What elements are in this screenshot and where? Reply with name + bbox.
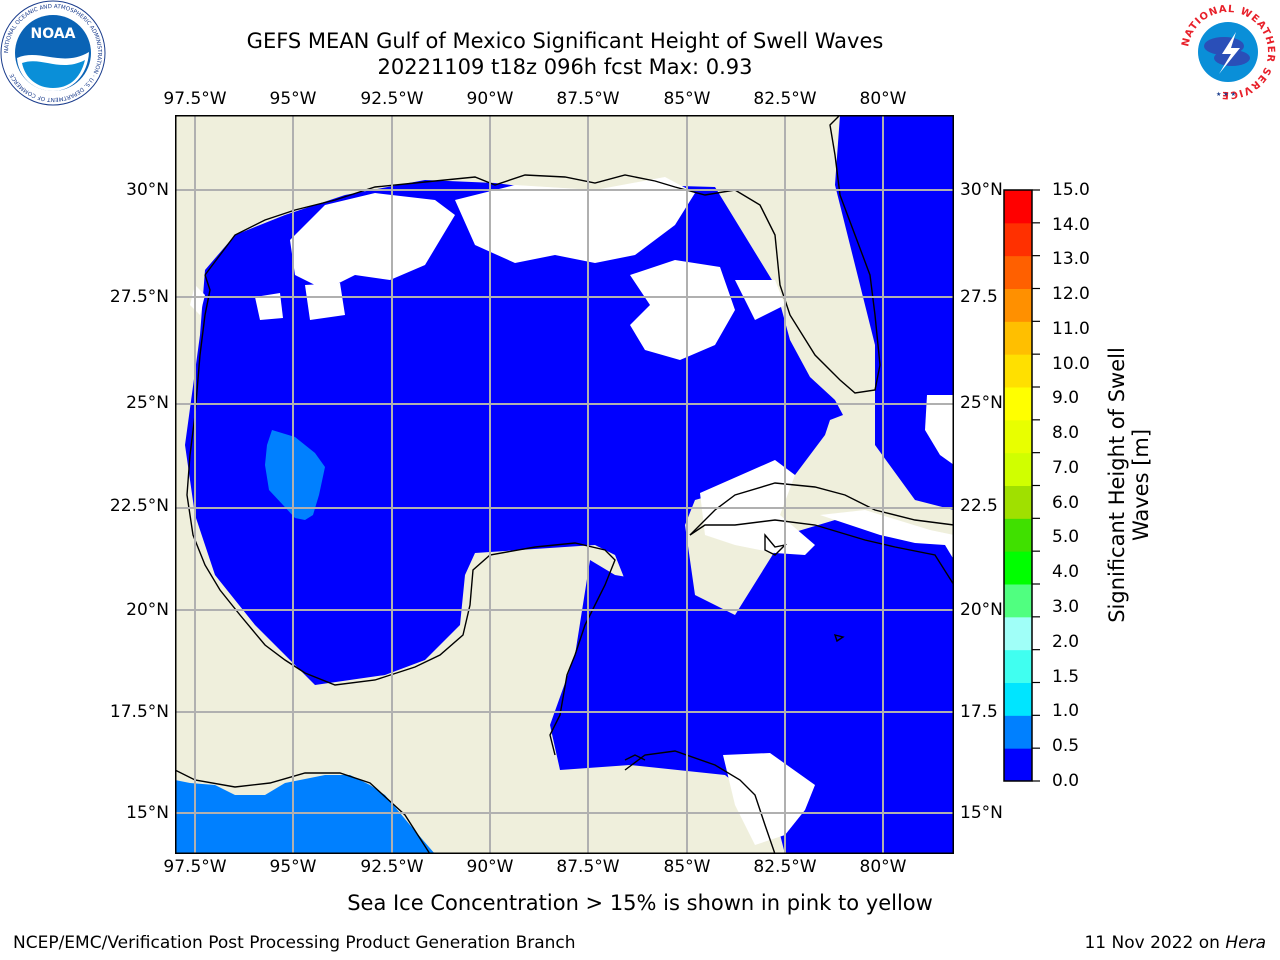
colorbar-label: Significant Height of Swell Waves [m] bbox=[1105, 347, 1153, 623]
colorbar-tick: 5.0 bbox=[1052, 527, 1080, 547]
colorbar-tick: 9.0 bbox=[1052, 388, 1080, 408]
colorbar bbox=[1003, 189, 1040, 782]
lat-tick-left: 15°N bbox=[126, 803, 169, 823]
colorbar-tick: 0.0 bbox=[1052, 771, 1080, 791]
lon-tick-top: 95°W bbox=[269, 89, 317, 109]
colorbar-segment bbox=[1004, 288, 1032, 322]
footer-host: Hera bbox=[1225, 933, 1266, 953]
swell-patch-0.5 bbox=[265, 430, 325, 520]
lat-tick-right: 15°N bbox=[960, 803, 1003, 823]
lon-tick-top: 82.5°W bbox=[753, 89, 817, 109]
colorbar-segment bbox=[1004, 321, 1032, 355]
colorbar-tick: 1.5 bbox=[1052, 667, 1080, 687]
sea-ice-note: Sea Ice Concentration > 15% is shown in … bbox=[347, 891, 933, 915]
colorbar-tick: 1.0 bbox=[1052, 701, 1080, 721]
lat-tick-left: 25°N bbox=[126, 393, 169, 413]
lon-tick-bottom: 80°W bbox=[859, 857, 907, 877]
colorbar-segment bbox=[1004, 255, 1032, 289]
colorbar-segment bbox=[1004, 616, 1032, 651]
colorbar-tick: 10.0 bbox=[1052, 354, 1090, 374]
colorbar-tick: 11.0 bbox=[1052, 319, 1090, 339]
colorbar-tick: 15.0 bbox=[1052, 180, 1090, 200]
lon-tick-top: 87.5°W bbox=[556, 89, 620, 109]
lon-tick-bottom: 95°W bbox=[269, 857, 317, 877]
map-panel bbox=[175, 115, 954, 854]
colorbar-segment bbox=[1004, 222, 1032, 257]
colorbar-tick: 12.0 bbox=[1052, 284, 1090, 304]
colorbar-segment bbox=[1004, 551, 1032, 585]
colorbar-tick: 0.5 bbox=[1052, 736, 1080, 756]
nws-logo: NATIONAL WEATHER SERVICE ★ ★ ★ bbox=[1178, 2, 1278, 102]
colorbar-segment bbox=[1004, 387, 1032, 421]
colorbar-tick: 13.0 bbox=[1052, 249, 1090, 269]
colorbar-tick: 6.0 bbox=[1052, 493, 1080, 513]
lon-tick-top: 80°W bbox=[859, 89, 907, 109]
colorbar-tick: 3.0 bbox=[1052, 597, 1080, 617]
noaa-logo: NATIONAL OCEANIC AND ATMOSPHERIC ADMINIS… bbox=[0, 0, 106, 106]
lat-tick-left: 17.5°N bbox=[109, 702, 169, 722]
map-frame bbox=[175, 115, 954, 854]
colorbar-tick: 7.0 bbox=[1052, 458, 1080, 478]
lat-tick-right: 20°N bbox=[960, 600, 1003, 620]
colorbar-tick: 2.0 bbox=[1052, 632, 1080, 652]
colorbar-segment bbox=[1004, 419, 1032, 454]
lat-tick-left: 27.5°N bbox=[109, 287, 169, 307]
lon-tick-bottom: 97.5°W bbox=[163, 857, 227, 877]
colorbar-tick: 14.0 bbox=[1052, 215, 1090, 235]
colorbar-segment bbox=[1004, 682, 1032, 716]
lat-tick-left: 22.5°N bbox=[109, 496, 169, 516]
colorbar-segment bbox=[1004, 518, 1032, 552]
colorbar-tick: 4.0 bbox=[1052, 562, 1080, 582]
lon-tick-top: 97.5°W bbox=[163, 89, 227, 109]
lat-tick-right: 22.5 bbox=[960, 496, 998, 516]
lat-tick-right: 27.5 bbox=[960, 287, 998, 307]
lat-tick-left: 30°N bbox=[126, 180, 169, 200]
footer-credit: NCEP/EMC/Verification Post Processing Pr… bbox=[13, 933, 576, 953]
colorbar-segment bbox=[1004, 584, 1032, 618]
lon-tick-top: 90°W bbox=[466, 89, 514, 109]
colorbar-tick: 8.0 bbox=[1052, 423, 1080, 443]
coastlines bbox=[175, 115, 954, 854]
colorbar-segment bbox=[1004, 649, 1032, 683]
lon-tick-bottom: 85°W bbox=[663, 857, 711, 877]
map-grid bbox=[175, 115, 954, 854]
colorbar-segment bbox=[1004, 354, 1032, 388]
lat-tick-right: 30°N bbox=[960, 180, 1003, 200]
svg-text:NOAA: NOAA bbox=[31, 26, 76, 42]
no-data-patches bbox=[190, 177, 954, 845]
colorbar-segment bbox=[1004, 452, 1032, 486]
lon-tick-bottom: 82.5°W bbox=[753, 857, 817, 877]
lon-tick-bottom: 92.5°W bbox=[360, 857, 424, 877]
colorbar-segment bbox=[1004, 715, 1032, 749]
colorbar-segment bbox=[1004, 190, 1032, 224]
footer-date: 11 Nov 2022 on Hera bbox=[1084, 933, 1266, 953]
lon-tick-bottom: 90°W bbox=[466, 857, 514, 877]
colorbar-segment bbox=[1004, 485, 1032, 519]
page-title: GEFS MEAN Gulf of Mexico Significant Hei… bbox=[246, 29, 884, 53]
pacific-patch bbox=[175, 775, 435, 854]
lat-tick-right: 17.5 bbox=[960, 702, 998, 722]
lat-tick-left: 20°N bbox=[126, 600, 169, 620]
lon-tick-top: 85°W bbox=[663, 89, 711, 109]
lon-tick-top: 92.5°W bbox=[360, 89, 424, 109]
svg-text:★ ★ ★: ★ ★ ★ bbox=[1216, 91, 1236, 98]
colorbar-segment bbox=[1004, 748, 1032, 782]
page-subtitle: 20221109 t18z 096h fcst Max: 0.93 bbox=[377, 55, 753, 79]
lat-tick-right: 25°N bbox=[960, 393, 1003, 413]
lon-tick-bottom: 87.5°W bbox=[556, 857, 620, 877]
